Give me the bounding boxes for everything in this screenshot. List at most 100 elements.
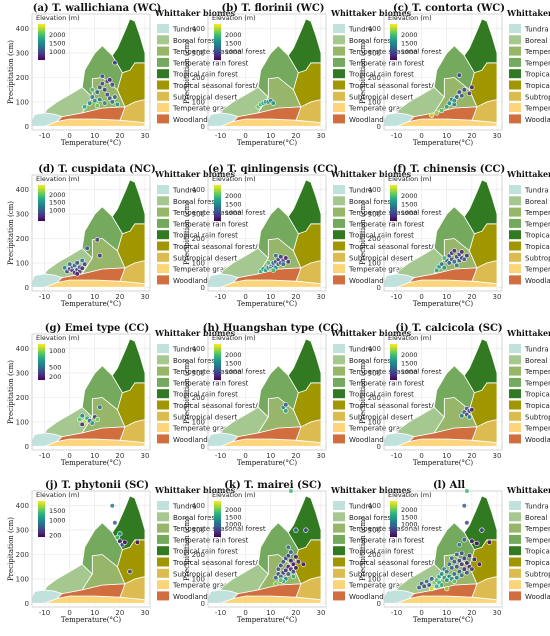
x-tick-label: 0 [243,132,247,140]
legend-swatch [157,344,169,353]
colorbar-tick-label: 1000 [49,207,66,215]
data-point [456,72,462,78]
data-point [290,561,296,567]
colorbar-tick-label: 500 [49,363,61,371]
legend-swatch [333,264,345,274]
biome-tropical-rain-forest [111,338,146,394]
colorbar-title: Elevation (m) [388,334,432,342]
data-point [476,561,482,567]
legend-swatch [333,389,345,399]
data-point [459,249,465,255]
data-point [466,553,472,559]
panel-title: (h) Huangshan type (CC) [203,323,343,334]
data-point [424,578,430,584]
legend-swatch [157,218,169,228]
data-point [451,248,457,254]
legend-swatch [509,196,521,206]
x-tick-label: 20 [467,293,476,301]
data-point [295,559,301,565]
legend-item-label: Subtropical desert [173,570,237,578]
data-point [82,104,88,110]
colorbar-tick-label: 1000 [225,368,242,376]
legend-item-label: Subtropical desert [173,254,237,262]
biome-legend-title: Whittaker biomes [506,8,550,18]
data-point [439,261,445,267]
legend-item-label: Tropical seasonal forest/savanna [524,243,550,251]
y-tick-label: 100 [368,98,381,106]
x-tick-label: 0 [67,609,71,617]
legend-item-label: Tundra [524,503,549,511]
legend-swatch [509,69,521,79]
y-tick-label: 200 [368,551,381,559]
legend-item-label: Boreal forest [173,37,218,45]
legend-swatch [157,423,169,433]
data-point [109,503,115,509]
x-tick-label: 0 [67,452,71,460]
legend-item-label: Temperate grassland/desert [348,266,447,274]
colorbar-tick-label: 1500 [225,39,242,47]
legend-item-label: Tropical seasonal forest/savanna [524,559,550,567]
panel-e: (e) T. qinlingensis (CC)-10 0 10 20 30010020… [183,164,463,308]
data-point [454,94,460,100]
y-tick-label: 100 [16,418,29,426]
data-point [270,100,276,106]
x-tick-label: 20 [115,609,124,617]
legend-item-label: Tropical rain forest [348,71,414,79]
legend-item-label: Temperate rain forest [348,59,425,67]
data-point [114,101,120,107]
data-point [97,252,103,259]
legend-swatch [509,591,521,601]
x-axis-label: Temperature(°C) [413,139,473,147]
colorbar-title: Elevation (m) [212,14,256,22]
legend-item-label: Boreal forest [525,514,550,522]
x-tick-label: 0 [243,293,247,301]
colorbar-tick-label: 1500 [401,200,418,208]
biome-tropical-rain-forest [111,179,146,235]
legend-item-label: Tropical rain forest [348,548,414,556]
colorbar-title: Elevation (m) [388,14,432,22]
y-tick-label: 200 [16,394,29,402]
legend-swatch [333,580,345,590]
y-tick-label: 300 [16,370,29,378]
data-point [283,567,289,573]
x-tick-label: 20 [291,132,300,140]
legend-swatch [509,366,521,376]
legend-item-label: Temperate rain forest [172,536,249,544]
legend-swatch [333,344,345,353]
y-tick-label: 200 [192,551,205,559]
y-tick-label: 400 [368,345,381,353]
data-point [94,416,100,423]
data-point [99,80,105,87]
legend-item-label: Woodland/shrubland [525,277,550,285]
colorbar-tick-label: 1000 [225,209,242,217]
x-axis-label: Temperature(°C) [413,459,473,467]
legend-swatch [509,344,521,353]
x-tick-label: 0 [419,609,423,617]
y-axis-label: Precipitation (cm) [359,517,367,581]
data-point [283,402,289,408]
colorbar-tick-label: 2000 [225,192,242,200]
y-tick-label: 300 [368,370,381,378]
data-point [456,568,462,575]
y-axis-label: Precipitation (cm) [183,360,191,424]
legend-item-label: Boreal forest [349,514,394,522]
colorbar-tick-label: 1500 [49,199,66,207]
data-point [104,91,110,98]
x-tick-label: -10 [39,452,50,460]
data-point [451,559,457,565]
data-point [456,89,462,95]
legend-item-label: Temperate grassland/desert [172,425,271,433]
x-tick-label: 0 [243,452,247,460]
legend-item-label: Subtropical desert [349,93,413,101]
legend-swatch [509,252,521,262]
legend-swatch [157,264,169,274]
legend-item-label: Tropical rain forest [524,71,550,79]
legend-swatch [509,46,521,56]
legend-swatch [157,501,169,510]
legend-swatch [157,69,169,79]
x-tick-label: 30 [141,609,150,617]
x-tick-label: 0 [419,132,423,140]
plot-frame [207,490,327,608]
y-tick-label: 400 [192,502,205,510]
x-tick-label: 20 [467,452,476,460]
